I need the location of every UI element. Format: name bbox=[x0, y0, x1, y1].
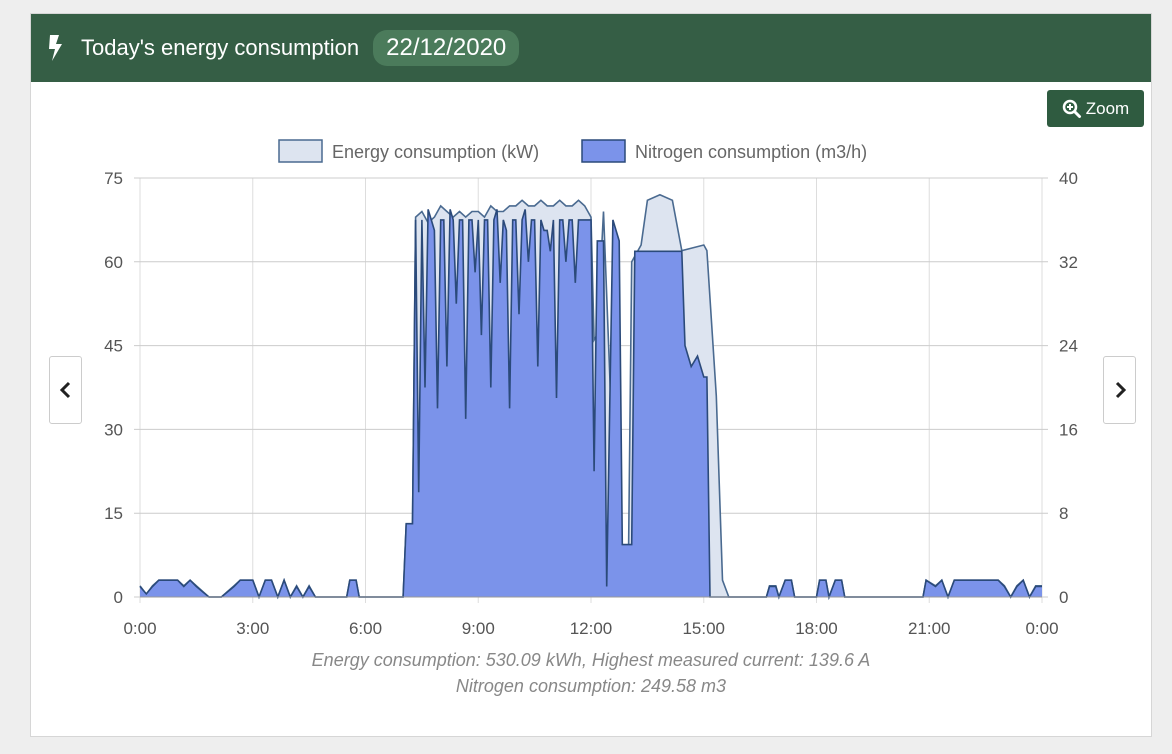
legend-label[interactable]: Nitrogen consumption (m3/h) bbox=[635, 142, 867, 162]
y-right-tick-label: 32 bbox=[1059, 253, 1078, 272]
y-left-tick-label: 0 bbox=[114, 588, 123, 607]
zoom-button[interactable]: Zoom bbox=[1047, 90, 1144, 127]
previous-day-button[interactable] bbox=[49, 356, 82, 424]
y-left-tick-label: 75 bbox=[104, 169, 123, 188]
y-left-tick-label: 45 bbox=[104, 337, 123, 356]
zoom-in-icon bbox=[1062, 99, 1081, 118]
x-tick-label: 21:00 bbox=[908, 619, 951, 638]
x-tick-label: 0:00 bbox=[123, 619, 156, 638]
footer-nitrogen-summary: Nitrogen consumption: 249.58 m3 bbox=[455, 676, 727, 696]
chevron-left-icon bbox=[59, 381, 70, 399]
x-tick-label: 0:00 bbox=[1025, 619, 1058, 638]
y-left-tick-label: 30 bbox=[104, 420, 123, 439]
footer-energy-summary: Energy consumption: 530.09 kWh, Highest … bbox=[311, 650, 871, 670]
zoom-label: Zoom bbox=[1085, 98, 1130, 118]
y-right-tick-label: 16 bbox=[1059, 420, 1078, 439]
x-tick-label: 12:00 bbox=[570, 619, 613, 638]
y-left-tick-label: 60 bbox=[104, 253, 123, 272]
y-left-tick-label: 15 bbox=[104, 504, 123, 523]
date-badge: 22/12/2020 bbox=[373, 30, 520, 66]
legend-label[interactable]: Energy consumption (kW) bbox=[332, 142, 539, 162]
next-day-button[interactable] bbox=[1103, 356, 1136, 424]
panel-header: Today's energy consumption 22/12/2020 bbox=[31, 14, 1151, 82]
legend-swatch[interactable] bbox=[581, 139, 626, 163]
energy-panel: Today's energy consumption 22/12/2020 Zo… bbox=[30, 13, 1152, 737]
bolt-icon bbox=[49, 35, 62, 61]
y-right-tick-label: 24 bbox=[1059, 337, 1078, 356]
x-tick-label: 9:00 bbox=[462, 619, 495, 638]
nitrogen-area bbox=[140, 209, 1042, 597]
y-right-tick-label: 0 bbox=[1059, 588, 1068, 607]
x-tick-label: 3:00 bbox=[236, 619, 269, 638]
y-right-tick-label: 8 bbox=[1059, 504, 1068, 523]
chevron-right-icon bbox=[1115, 381, 1126, 399]
legend-swatch[interactable] bbox=[278, 139, 323, 163]
x-tick-label: 18:00 bbox=[795, 619, 838, 638]
x-tick-label: 15:00 bbox=[682, 619, 725, 638]
panel-title: Today's energy consumption bbox=[81, 35, 360, 60]
x-tick-label: 6:00 bbox=[349, 619, 382, 638]
y-right-tick-label: 40 bbox=[1059, 169, 1078, 188]
